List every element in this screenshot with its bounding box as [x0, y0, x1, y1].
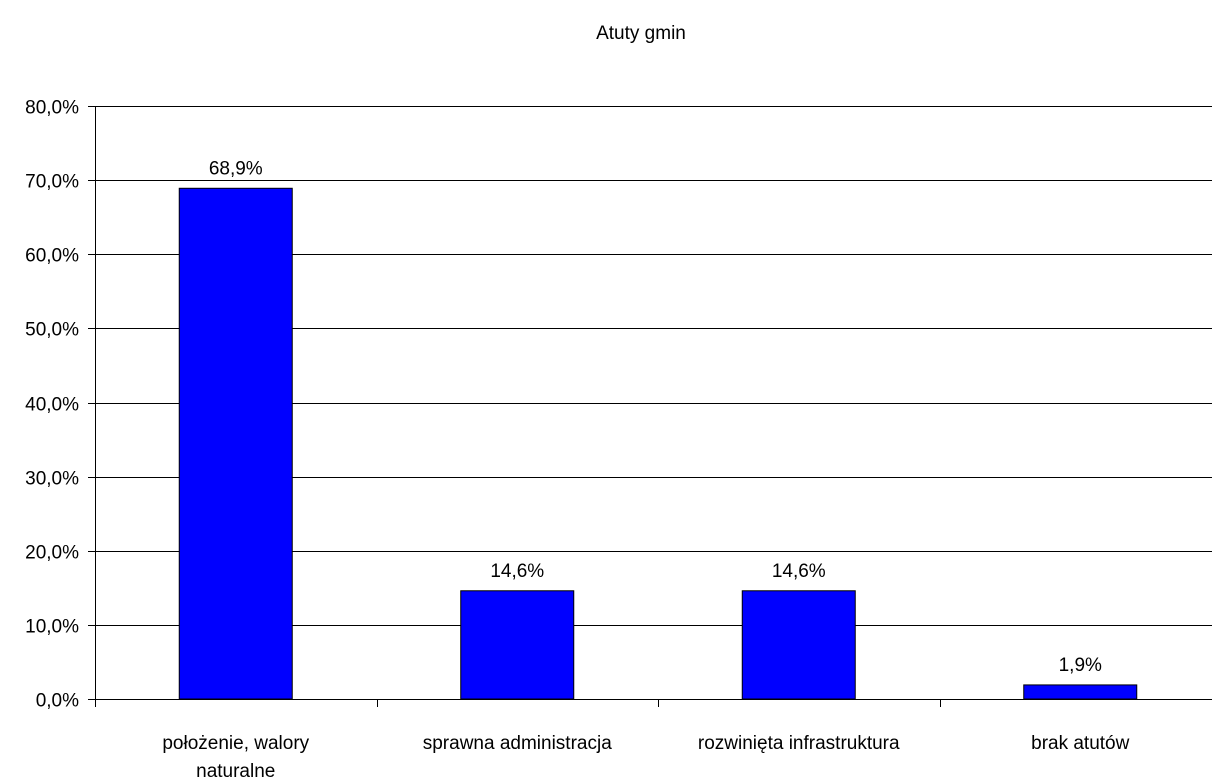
y-tick-label: 20,0% — [25, 543, 79, 564]
y-tick-label: 50,0% — [25, 320, 79, 341]
bar-value-label: 1,9% — [1059, 655, 1102, 676]
axes — [88, 106, 1212, 707]
bar-value-label: 68,9% — [209, 158, 263, 179]
y-tick-label: 40,0% — [25, 395, 79, 416]
bar-value-label: 14,6% — [490, 561, 544, 582]
x-category-label: rozwinięta infrastruktura — [698, 733, 900, 754]
bar — [1023, 684, 1138, 700]
bars — [178, 187, 1138, 700]
y-tick-label: 0,0% — [36, 691, 79, 712]
bar-value-label: 14,6% — [772, 561, 826, 582]
y-tick-label: 80,0% — [25, 98, 79, 119]
y-tick-label: 70,0% — [25, 172, 79, 193]
bar — [178, 187, 293, 700]
bar — [460, 590, 575, 700]
y-tick-label: 10,0% — [25, 617, 79, 638]
bar — [741, 590, 856, 700]
x-category-label: sprawna administracja — [423, 733, 612, 754]
x-category-label: położenie, walory naturalne — [162, 733, 309, 781]
y-tick-label: 60,0% — [25, 246, 79, 267]
x-category-label: brak atutów — [1031, 733, 1129, 754]
labels: 0,0% 10,0% 20,0% 30,0% 40,0% 50,0% 60,0% 70,0% 8… — [25, 98, 1130, 781]
chart-title: Atuty gmin — [596, 23, 686, 44]
y-tick-label: 30,0% — [25, 469, 79, 490]
